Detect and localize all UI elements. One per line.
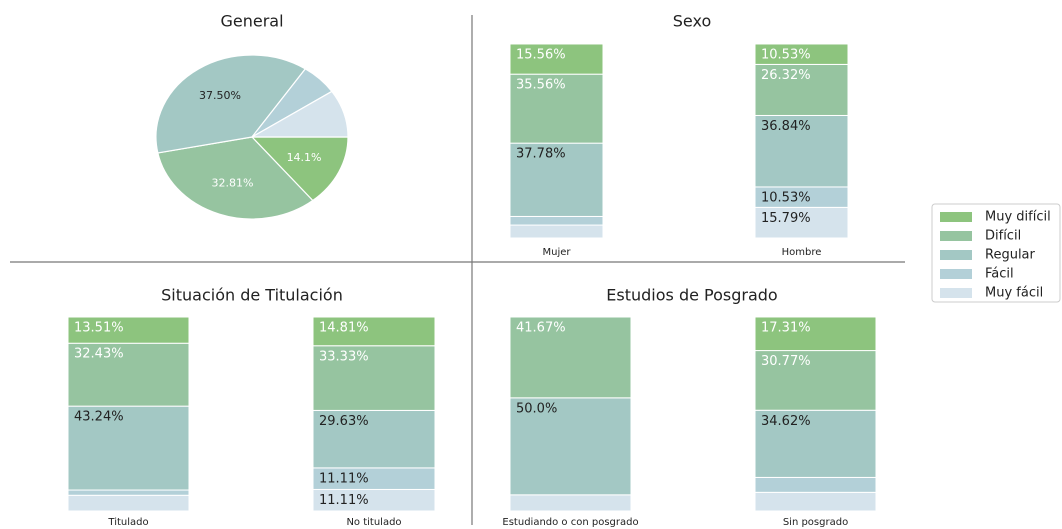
x-tick-label: Sin posgrado (783, 517, 848, 528)
chart-title: Estudios de Posgrado (606, 286, 777, 305)
bar-segment (312, 345, 436, 411)
legend-label: Regular (985, 248, 1036, 263)
legend-swatch (940, 212, 972, 222)
legend-label: Fácil (985, 267, 1014, 282)
bar-segment (509, 43, 604, 75)
legend-swatch (940, 288, 972, 298)
bar-label: 32.43% (74, 347, 124, 362)
bar-segment (509, 397, 632, 496)
bar-label: 14.81% (319, 321, 369, 336)
x-tick-label: Estudiando o con posgrado (502, 517, 638, 528)
legend-label: Muy difícil (985, 210, 1051, 225)
chart-title: Sexo (673, 12, 711, 31)
x-tick-label: Mujer (542, 247, 571, 258)
legend-swatch (940, 231, 972, 241)
pie-slice (155, 54, 307, 154)
bar-label: 15.56% (516, 47, 566, 62)
bar-label: 34.62% (761, 414, 811, 429)
bar-label: 13.51% (74, 321, 124, 336)
bar-segment (67, 489, 190, 496)
bar-segment (754, 114, 849, 188)
pie-slice (250, 136, 349, 202)
bar-label: 50.0% (516, 401, 557, 416)
slice-label: 14.1% (287, 151, 322, 164)
bar-segment (754, 409, 877, 478)
legend-swatch (940, 269, 972, 279)
bar-label: 29.63% (319, 414, 369, 429)
bar-label: 30.77% (761, 354, 811, 369)
legend-label: Muy fácil (985, 286, 1043, 301)
pie-slice (249, 90, 349, 138)
bar-label: 11.11% (319, 471, 369, 486)
bar-label: 43.24% (74, 410, 124, 425)
bar-segment (754, 43, 849, 65)
bar-label: 33.33% (319, 349, 369, 364)
bar-label: 10.53% (761, 190, 811, 205)
x-tick-label: Titulado (107, 517, 148, 528)
bar-label: 37.78% (516, 147, 566, 162)
chart-title: General (220, 12, 283, 31)
bar-segment (754, 316, 877, 352)
bar-label: 36.84% (761, 119, 811, 134)
bar-segment (754, 476, 877, 493)
bar-label: 15.79% (761, 211, 811, 226)
bar-segment (509, 494, 632, 512)
bar-label: 17.31% (761, 320, 811, 335)
bar-segment (754, 350, 877, 411)
x-tick-label: No titulado (346, 517, 401, 528)
x-tick-label: Hombre (782, 247, 822, 258)
bar-label: 10.53% (761, 47, 811, 62)
bar-segment (509, 215, 604, 226)
bar-segment (509, 224, 604, 239)
legend-swatch (940, 250, 972, 260)
bar-label: 26.32% (761, 68, 811, 83)
bar-segment (754, 206, 849, 239)
bar-segment (312, 316, 436, 347)
bar-segment (67, 316, 190, 344)
chart-title: Situación de Titulación (161, 286, 343, 305)
bar-segment (509, 316, 632, 399)
pie-slice (157, 136, 314, 220)
slice-label: 37.50% (199, 89, 241, 102)
bar-segment (67, 405, 190, 491)
bar-segment (754, 491, 877, 512)
slice-label: 32.81% (212, 176, 254, 189)
bar-label: 11.11% (319, 493, 369, 508)
bar-segment (67, 342, 190, 407)
bar-label: 41.67% (516, 321, 566, 336)
legend-label: Difícil (985, 229, 1021, 244)
bar-label: 35.56% (516, 78, 566, 93)
bar-segment (67, 494, 190, 512)
